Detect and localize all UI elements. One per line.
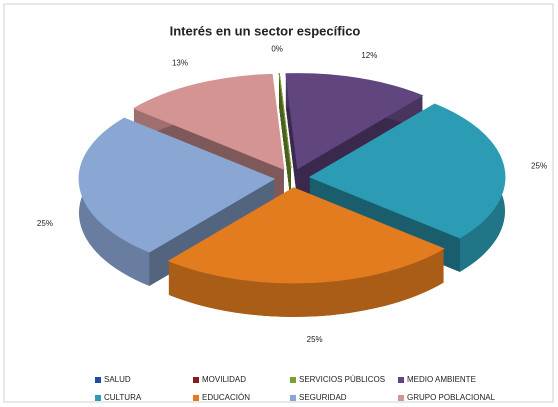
legend-swatch: [398, 395, 404, 401]
data-label: 25%: [531, 161, 547, 170]
slice: [78, 117, 276, 286]
legend-label: SALUD: [104, 375, 131, 384]
slice-top: [308, 103, 506, 239]
legend-swatch: [95, 377, 101, 383]
data-label: 13%: [172, 58, 188, 67]
legend-swatch: [290, 377, 296, 383]
slice-side: [279, 73, 291, 203]
slice: [278, 73, 292, 203]
legend-label: SEGURIDAD: [299, 393, 347, 402]
legend-label: CULTURA: [104, 393, 142, 402]
legend-swatch: [290, 395, 296, 401]
slice-top: [78, 117, 276, 253]
slice: [167, 187, 445, 317]
legend-swatch: [398, 377, 404, 383]
slice: [308, 103, 506, 272]
slice-top: [132, 73, 285, 170]
legend-label: MEDIO AMBIENTE: [407, 375, 476, 384]
legend-label: MOVILIDAD: [202, 375, 246, 384]
slice-top: [278, 73, 292, 169]
data-label: 25%: [307, 335, 323, 344]
data-label: 25%: [37, 219, 53, 228]
legend-label: GRUPO POBLACIONAL: [407, 393, 496, 402]
slice-top: [167, 187, 445, 284]
data-label: 12%: [361, 51, 377, 60]
legend-swatch: [193, 377, 199, 383]
legend-label: SERVICIOS PÚBLICOS: [299, 375, 385, 384]
legend-label: EDUCACIÓN: [202, 393, 250, 402]
legend-swatch: [95, 395, 101, 401]
data-label: 0%: [271, 45, 283, 54]
slice-top: [285, 73, 424, 170]
chart-title: Interés en un sector específico: [170, 23, 361, 38]
legend-swatch: [193, 395, 199, 401]
